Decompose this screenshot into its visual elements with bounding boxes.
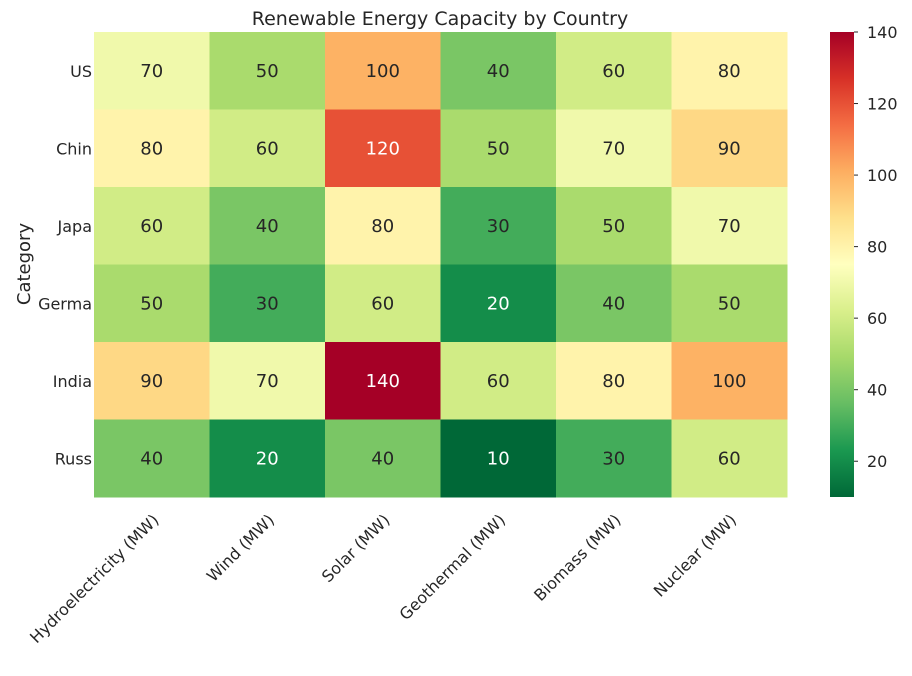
cell-value-label: 140 (366, 371, 400, 392)
heatmap-cell (209, 419, 326, 498)
heatmap-cell (556, 419, 672, 498)
heatmap-cell (209, 187, 326, 265)
row-tick-label: US (70, 62, 92, 81)
cell-value-label: 50 (718, 293, 741, 314)
row-tick-label: Japa (57, 217, 92, 236)
heatmap-cell (94, 32, 210, 110)
row-labels: US Chin Japa Germa India Russ (38, 62, 92, 469)
cell-value-label: 60 (140, 216, 163, 237)
heatmap-cell (325, 342, 441, 420)
y-axis-label: Category (14, 223, 35, 306)
column-tick-label: Nuclear (MW) (650, 510, 740, 600)
heatmap-cell (325, 187, 441, 265)
heatmap-cell (556, 109, 672, 188)
heatmap-cell (440, 342, 557, 420)
heatmap-cell (671, 264, 788, 343)
cell-value-label: 50 (256, 61, 279, 82)
heatmap-cell (440, 187, 557, 265)
cell-value-label: 40 (602, 293, 625, 314)
colorbar-tick-label: 60 (867, 309, 887, 328)
cell-value-label: 50 (140, 293, 163, 314)
heatmap-cell (671, 109, 788, 188)
heatmap-cell (671, 342, 788, 420)
cell-value-label: 50 (602, 216, 625, 237)
column-labels: Hydroelectricity (MW) Wind (MW) Solar (MW)… (26, 510, 740, 647)
cell-value-label: 100 (712, 371, 746, 392)
column-tick-label: Wind (MW) (203, 510, 278, 585)
cell-value-label: 50 (487, 138, 510, 159)
heatmap-cell (209, 264, 326, 343)
cell-value-label: 80 (718, 61, 741, 82)
cell-value-label: 70 (602, 138, 625, 159)
cell-value-label: 60 (487, 371, 510, 392)
heatmap-cell (671, 32, 788, 110)
cell-value-label: 20 (256, 448, 279, 469)
heatmap-cell (94, 342, 210, 420)
heatmap-cell (440, 32, 557, 110)
cell-value-label: 80 (371, 216, 394, 237)
column-tick-label: Hydroelectricity (MW) (26, 510, 163, 647)
heatmap-cell (209, 32, 326, 110)
colorbar-tick-label: 140 (867, 23, 898, 42)
cell-value-label: 90 (718, 138, 741, 159)
row-tick-label: Russ (55, 449, 92, 468)
row-tick-label: Germa (38, 294, 92, 313)
heatmap-cell (209, 342, 326, 420)
cell-value-label: 120 (366, 138, 400, 159)
cell-value-label: 30 (256, 293, 279, 314)
cell-value-label: 30 (602, 448, 625, 469)
cell-value-label: 40 (371, 448, 394, 469)
cell-value-label: 80 (602, 371, 625, 392)
heatmap-cell (440, 419, 557, 498)
heatmap-cell (671, 187, 788, 265)
cell-value-label: 60 (602, 61, 625, 82)
column-tick-label: Solar (MW) (318, 510, 394, 586)
chart-title: Renewable Energy Capacity by Country (252, 8, 628, 30)
cell-value-label: 70 (256, 371, 279, 392)
heatmap-cell (671, 419, 788, 498)
colorbar-tick-label: 120 (867, 95, 898, 114)
cell-value-label: 30 (487, 216, 510, 237)
heatmap-cell (209, 109, 326, 188)
heatmap-cell (556, 32, 672, 110)
cell-value-label: 70 (140, 61, 163, 82)
column-tick-label: Geothermal (MW) (395, 510, 509, 624)
heatmap-cell (94, 419, 210, 498)
colorbar-tick-label: 80 (867, 238, 887, 257)
cell-value-label: 10 (487, 448, 510, 469)
heatmap-cell (325, 32, 441, 110)
cell-value-label: 20 (487, 293, 510, 314)
cell-value-label: 60 (256, 138, 279, 159)
cell-value-label: 40 (140, 448, 163, 469)
cell-value-label: 70 (718, 216, 741, 237)
heatmap-cells: 70 50 100 40 60 80 80 60 120 50 70 90 60 40 80 30 50 70 50… (94, 32, 788, 498)
colorbar-tick-label: 40 (867, 381, 887, 400)
cell-value-label: 80 (140, 138, 163, 159)
cell-value-label: 40 (256, 216, 279, 237)
heatmap-cell (94, 264, 210, 343)
cell-value-label: 100 (366, 61, 400, 82)
heatmap-cell (440, 109, 557, 188)
colorbar-gradient (830, 32, 854, 497)
cell-value-label: 60 (371, 293, 394, 314)
colorbar: 20 40 60 80 100 120 140 (830, 23, 898, 497)
heatmap-cell (556, 264, 672, 343)
heatmap-cell (440, 264, 557, 343)
row-tick-label: Chin (56, 139, 92, 158)
heatmap-cell (556, 187, 672, 265)
colorbar-tick-label: 100 (867, 166, 898, 185)
heatmap-cell (325, 109, 441, 188)
cell-value-label: 90 (140, 371, 163, 392)
heatmap-cell (556, 342, 672, 420)
heatmap-cell (325, 264, 441, 343)
cell-value-label: 40 (487, 61, 510, 82)
colorbar-tick-label: 20 (867, 452, 887, 471)
column-tick-label: Biomass (MW) (530, 510, 624, 604)
heatmap-cell (325, 419, 441, 498)
heatmap-cell (94, 187, 210, 265)
heatmap-cell (94, 109, 210, 188)
cell-value-label: 60 (718, 448, 741, 469)
row-tick-label: India (53, 372, 92, 391)
